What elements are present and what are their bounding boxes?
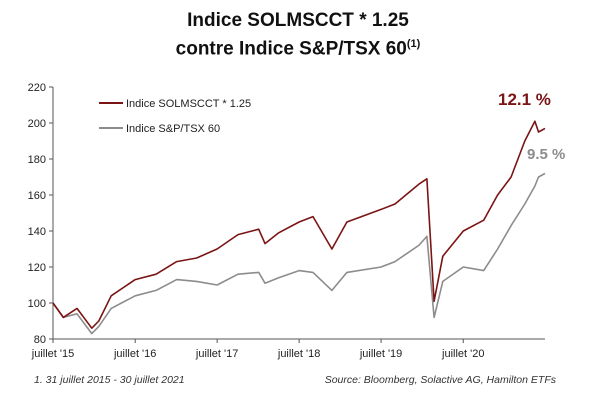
- chart-title-line1: Indice SOLMSCCT * 1.25: [187, 10, 409, 31]
- tsx-end-label: 9.5 %: [527, 146, 566, 163]
- legend-label-solmscct: Indice SOLMSCCT * 1.25: [126, 98, 251, 110]
- y-tick-label: 140: [28, 226, 46, 238]
- x-tick-label: juillet '20: [441, 348, 484, 360]
- x-tick-label: juillet '16: [113, 348, 156, 360]
- x-tick-label: juillet '19: [359, 348, 402, 360]
- x-tick-label: juillet '15: [31, 348, 74, 360]
- y-tick-label: 120: [28, 262, 46, 274]
- x-tick-label: juillet '17: [195, 348, 238, 360]
- solmscct-end-label: 12.1 %: [498, 90, 551, 109]
- footnote: 1. 31 juillet 2015 - 30 juillet 2021: [34, 374, 185, 386]
- tsx-series-line: [52, 172, 546, 335]
- solmscct-series-line: [52, 120, 546, 329]
- legend-label-tsx: Indice S&P/TSX 60: [126, 123, 220, 135]
- y-tick-label: 200: [28, 118, 46, 130]
- y-tick-label: 100: [28, 298, 46, 310]
- y-tick-label: 160: [28, 190, 46, 202]
- y-tick-label: 80: [34, 334, 46, 346]
- chart-title-line2-text: contre Indice S&P/TSX 60: [175, 38, 407, 60]
- source-note: Source: Bloomberg, Solactive AG, Hamilto…: [324, 374, 556, 386]
- chart-title-line2: contre Indice S&P/TSX 60(1): [0, 38, 596, 60]
- chart-title-footnote-marker: (1): [406, 38, 421, 50]
- y-tick-label: 220: [28, 82, 46, 94]
- x-tick-label: juillet '18: [277, 348, 320, 360]
- y-tick-label: 180: [28, 154, 46, 166]
